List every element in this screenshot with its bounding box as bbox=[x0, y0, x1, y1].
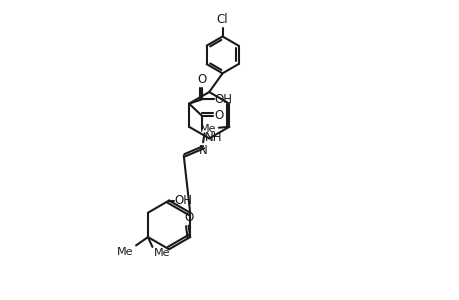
Text: OH: OH bbox=[174, 194, 192, 207]
Text: N: N bbox=[198, 144, 207, 157]
Text: OH: OH bbox=[214, 93, 232, 106]
Text: NH: NH bbox=[204, 131, 222, 144]
Text: O: O bbox=[213, 109, 223, 122]
Text: Me: Me bbox=[199, 124, 215, 134]
Text: Me: Me bbox=[117, 247, 134, 257]
Text: O: O bbox=[184, 211, 193, 224]
Text: O: O bbox=[197, 74, 207, 86]
Text: Me: Me bbox=[154, 248, 170, 258]
Text: Cl: Cl bbox=[216, 13, 228, 26]
